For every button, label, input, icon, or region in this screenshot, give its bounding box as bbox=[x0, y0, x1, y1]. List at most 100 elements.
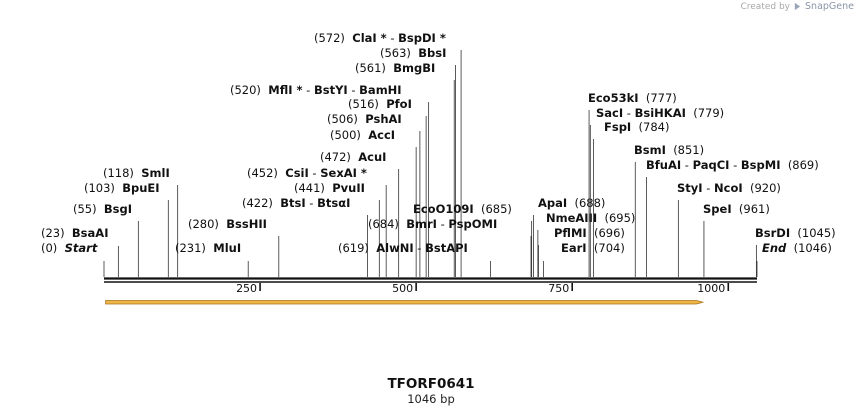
site-bsrdi-label[interactable]: BsrDI (1045) bbox=[755, 226, 836, 240]
site-eco53ki-label[interactable]: Eco53kI (777) bbox=[588, 91, 677, 105]
site-bsgi-label[interactable]: (55) BsgI bbox=[73, 202, 132, 216]
site-alwni-bstapi-label[interactable]: (619) AlwNI - BstAPI bbox=[338, 241, 468, 255]
site-saci-bsihkai-enzyme-name: SacI bbox=[596, 106, 623, 120]
site-bsshii-label[interactable]: (280) BssHII bbox=[188, 217, 267, 231]
site-bmgbi-label[interactable]: (561) BmgBI bbox=[355, 61, 435, 75]
site-mfli-bstyi-bamhi-sep: - bbox=[303, 83, 314, 97]
site-ecoo109i[interactable]: EcoO109I (685) bbox=[413, 202, 533, 277]
site-nmeaiii-gap bbox=[597, 211, 604, 225]
site-saci-bsihkai-label[interactable]: SacI - BsiHKAI (779) bbox=[596, 106, 724, 120]
site-acui-label[interactable]: (472) AcuI bbox=[320, 150, 386, 164]
site-eari-label[interactable]: EarI (704) bbox=[561, 241, 625, 255]
site-btsi-bts-i-sep: - bbox=[306, 196, 317, 210]
site-pfoi-label[interactable]: (516) PfoI bbox=[348, 97, 412, 111]
snapgene-brand-text: SnapGene bbox=[805, 1, 854, 12]
site-mfli-bstyi-bamhi-enzyme-name: BamHI bbox=[359, 83, 401, 97]
site-smli[interactable]: (118) SmlI bbox=[103, 166, 179, 277]
site-saci-bsihkai-position: (779) bbox=[693, 106, 724, 120]
site-pflmi-enzyme-name: PflMI bbox=[554, 226, 587, 240]
site-mfli-bstyi-bamhi-enzyme-name: MflI * bbox=[268, 83, 302, 97]
site-bmri-pspomi-label[interactable]: (684) BmrI - PspOMI bbox=[368, 217, 497, 231]
site-nmeaiii-label[interactable]: NmeAIII (695) bbox=[546, 211, 635, 225]
site-bpuei[interactable]: (103) BpuEI bbox=[84, 181, 169, 277]
site-saci-bsihkai[interactable]: SacI - BsiHKAI (779) bbox=[589, 106, 724, 277]
plasmid-name: TFORF0641 bbox=[387, 376, 475, 392]
site-end[interactable]: End (1046) bbox=[756, 241, 832, 277]
site-bsrdi[interactable]: BsrDI (1045) bbox=[755, 226, 836, 277]
site-bsmi[interactable]: BsmI (851) bbox=[634, 143, 704, 277]
site-fspi-label[interactable]: FspI (784) bbox=[604, 120, 669, 134]
site-acui[interactable]: (472) AcuI bbox=[320, 150, 400, 277]
site-nmeaiii[interactable]: NmeAIII (695) bbox=[537, 211, 636, 277]
site-acci[interactable]: (500) AccI bbox=[330, 128, 417, 277]
site-bpuei-label[interactable]: (103) BpuEI bbox=[84, 181, 160, 195]
site-pshai-position: (506) bbox=[327, 112, 358, 126]
orf-feature-arrow[interactable] bbox=[105, 300, 704, 305]
site-bsmi-enzyme-name: BsmI bbox=[634, 143, 666, 157]
site-bsaai-label[interactable]: (23) BsaAI bbox=[41, 226, 108, 240]
site-bsgi[interactable]: (55) BsgI bbox=[73, 202, 139, 277]
site-bsaai[interactable]: (23) BsaAI bbox=[41, 226, 119, 277]
site-pflmi[interactable]: PflMI (696) bbox=[538, 226, 625, 277]
site-eco53ki-position: (777) bbox=[646, 91, 677, 105]
site-pshai-label[interactable]: (506) PshAI bbox=[327, 112, 402, 126]
site-end-gap bbox=[786, 241, 793, 255]
site-bsshii[interactable]: (280) BssHII bbox=[188, 217, 280, 277]
site-csii-sexai[interactable]: (452) CsiI - SexAI * bbox=[247, 166, 387, 277]
site-styi-ncoi[interactable]: StyI - NcoI (920) bbox=[677, 181, 781, 277]
site-start-label[interactable]: (0) Start bbox=[41, 241, 98, 255]
site-csii-sexai-label[interactable]: (452) CsiI - SexAI * bbox=[247, 166, 367, 180]
site-pshai-gap bbox=[358, 112, 365, 126]
site-acci-label[interactable]: (500) AccI bbox=[330, 128, 395, 142]
site-fspi-position: (784) bbox=[639, 120, 670, 134]
site-smli-label[interactable]: (118) SmlI bbox=[103, 166, 170, 180]
site-bbsi[interactable]: (563) BbsI bbox=[380, 46, 456, 277]
site-mlui[interactable]: (231) MluI bbox=[175, 241, 249, 277]
site-start-position: (0) bbox=[41, 241, 57, 255]
site-pvuii-label[interactable]: (441) PvuII bbox=[294, 181, 365, 195]
site-nmeaiii-enzyme-name: NmeAIII bbox=[546, 211, 597, 225]
site-alwni-bstapi[interactable]: (619) AlwNI - BstAPI bbox=[338, 241, 491, 277]
site-apai-label[interactable]: ApaI (688) bbox=[538, 196, 605, 210]
site-eco53ki[interactable]: Eco53kI (777) bbox=[588, 91, 677, 277]
site-clai-bspdi[interactable]: (572) ClaI * - BspDI * bbox=[314, 31, 462, 277]
site-clai-bspdi-label[interactable]: (572) ClaI * - BspDI * bbox=[314, 31, 446, 45]
site-start[interactable]: (0) Start bbox=[41, 241, 105, 277]
site-bmgbi[interactable]: (561) BmgBI bbox=[355, 61, 455, 277]
site-ecoo109i-position: (685) bbox=[481, 202, 512, 216]
site-start-gap bbox=[57, 241, 64, 255]
ruler-label-1000: 1000 bbox=[697, 282, 725, 295]
site-acui-enzyme-name: AcuI bbox=[358, 150, 386, 164]
site-bmri-pspomi[interactable]: (684) BmrI - PspOMI bbox=[368, 217, 532, 277]
site-ecoo109i-label[interactable]: EcoO109I (685) bbox=[413, 202, 512, 216]
site-spei-label[interactable]: SpeI (961) bbox=[703, 202, 770, 216]
snapgene-logo-icon bbox=[794, 2, 801, 11]
site-bbsi-label[interactable]: (563) BbsI bbox=[380, 46, 446, 60]
site-fspi[interactable]: FspI (784) bbox=[593, 120, 669, 277]
site-styi-ncoi-position: (920) bbox=[750, 181, 781, 195]
orf-feature[interactable] bbox=[105, 300, 704, 305]
site-pvuii[interactable]: (441) PvuII bbox=[294, 181, 380, 277]
site-bsshii-gap bbox=[219, 217, 226, 231]
site-bsrdi-gap bbox=[790, 226, 797, 240]
site-spei[interactable]: SpeI (961) bbox=[703, 202, 770, 277]
site-smli-position: (118) bbox=[103, 166, 134, 180]
site-bfuai-paqci-bspmi-label[interactable]: BfuAI - PaqCI - BspMI (869) bbox=[646, 158, 819, 172]
site-mfli-bstyi-bamhi-label[interactable]: (520) MflI * - BstYI - BamHI bbox=[230, 83, 402, 97]
site-mfli-bstyi-bamhi[interactable]: (520) MflI * - BstYI - BamHI bbox=[230, 83, 430, 277]
site-end-label[interactable]: End (1046) bbox=[762, 241, 832, 255]
site-pfoi-position: (516) bbox=[348, 97, 379, 111]
site-pshai[interactable]: (506) PshAI bbox=[327, 112, 421, 277]
site-pfoi[interactable]: (516) PfoI bbox=[348, 97, 427, 277]
backbone bbox=[104, 277, 757, 283]
site-spei-enzyme-name: SpeI bbox=[703, 202, 732, 216]
site-eari[interactable]: EarI (704) bbox=[543, 241, 625, 277]
site-spei-position: (961) bbox=[739, 202, 770, 216]
site-btsi-bts-i-label[interactable]: (422) BtsI - BtsαI bbox=[242, 196, 350, 210]
site-mlui-label[interactable]: (231) MluI bbox=[175, 241, 241, 255]
site-bfuai-paqci-bspmi[interactable]: BfuAI - PaqCI - BspMI (869) bbox=[646, 158, 819, 277]
site-bsmi-label[interactable]: BsmI (851) bbox=[634, 143, 704, 157]
site-styi-ncoi-label[interactable]: StyI - NcoI (920) bbox=[677, 181, 781, 195]
site-pflmi-label[interactable]: PflMI (696) bbox=[554, 226, 625, 240]
site-btsi-bts-i[interactable]: (422) BtsI - BtsαI bbox=[242, 196, 368, 277]
